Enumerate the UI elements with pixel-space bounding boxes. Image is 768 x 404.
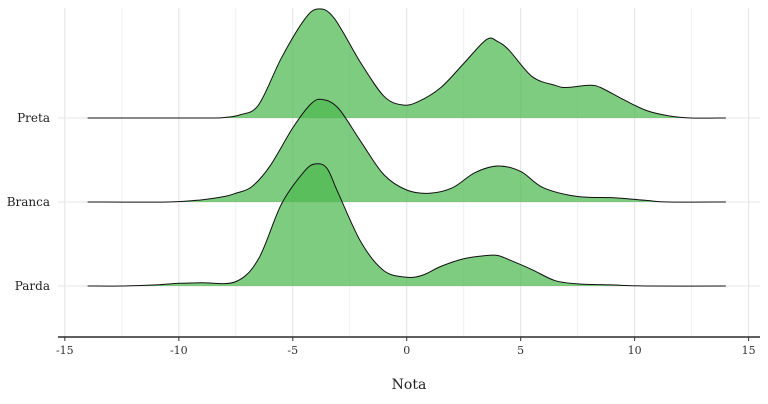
category-label-parda: Parda — [15, 279, 50, 293]
x-axis: -15 -10 -5 0 5 10 15 — [56, 336, 760, 357]
ridge-area-preta — [87, 8, 726, 119]
category-label-branca: Branca — [7, 195, 50, 209]
grid-lines — [58, 8, 760, 337]
x-tick-label: 10 — [628, 344, 642, 357]
x-tick-label: 5 — [517, 344, 524, 357]
x-tick-label: -15 — [56, 344, 74, 357]
ridge-outline-preta — [87, 8, 726, 119]
ridge-outline-parda — [87, 163, 726, 287]
x-tick-label: 15 — [742, 344, 756, 357]
ridge-outline-branca — [87, 98, 726, 203]
x-tick-label: 0 — [403, 344, 410, 357]
ridges — [87, 8, 726, 287]
category-labels: Preta Branca Parda — [7, 111, 50, 293]
x-axis-title: Nota — [392, 377, 427, 393]
x-tick-label: -5 — [287, 344, 298, 357]
x-tick-label: -10 — [170, 344, 188, 357]
category-label-preta: Preta — [17, 111, 50, 125]
